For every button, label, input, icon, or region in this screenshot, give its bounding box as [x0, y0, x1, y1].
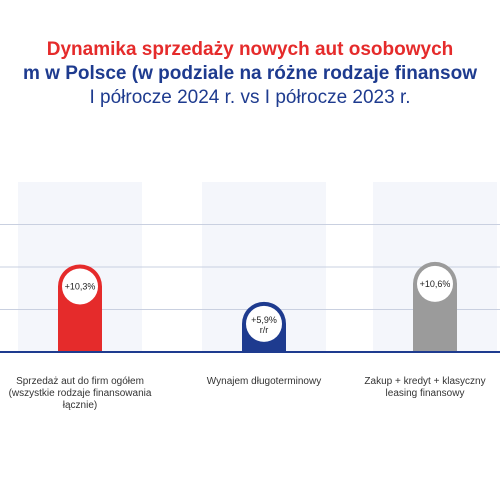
chart-title-line-1: Dynamika sprzedaży nowych aut osobowych	[46, 39, 454, 60]
bar-data-label-2: +10,6%	[420, 279, 451, 289]
chart-title: Dynamika sprzedaży nowych aut osobowych …	[0, 38, 500, 110]
chart-subtitle: I półrocze 2024 r. vs I półrocze 2023 r.	[89, 87, 411, 108]
bar-label-bubble-0	[62, 268, 98, 305]
bar-data-label-1: +5,9%	[251, 315, 277, 325]
bar-label-bubble-1	[246, 305, 282, 342]
bar-data-label-0: +10,3%	[65, 281, 96, 291]
bar-label-bubble-2	[417, 265, 453, 302]
chart-title-line-2: m w Polsce (w podziale na różne rodzaje …	[23, 63, 477, 84]
category-label-purchase-credit-leasing: Zakup + kredyt + klasyczny leasing finan…	[364, 376, 486, 399]
category-label-long-term-rental: Wynajem długoterminowy	[206, 376, 322, 387]
category-label-firms-total: Sprzedaż aut do firm ogółem (wszystkie r…	[8, 376, 152, 411]
bar-data-label-suffix-1: r/r	[260, 325, 269, 335]
